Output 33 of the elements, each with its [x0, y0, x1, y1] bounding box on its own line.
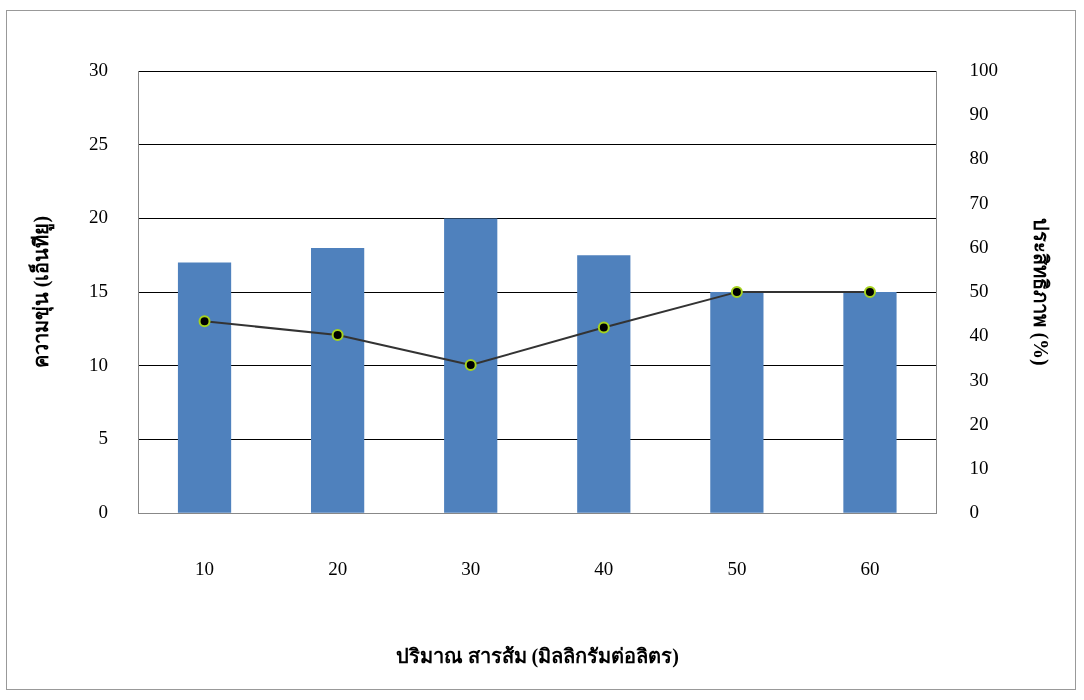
x-tick-label: 30 — [461, 557, 481, 579]
bar — [444, 218, 498, 513]
y2-tick-label: 10 — [969, 456, 989, 478]
y2-tick-label: 70 — [969, 191, 989, 213]
y2-tick-label: 20 — [969, 412, 989, 434]
y-tick-label: 0 — [98, 501, 108, 523]
x-tick-label: 40 — [594, 557, 614, 579]
y2-tick-label: 0 — [969, 501, 979, 523]
y2-axis-title: ประสิทธิภาพ (%) — [1028, 218, 1052, 366]
y2-tick-label: 50 — [969, 280, 989, 302]
y-tick-label: 15 — [89, 280, 108, 302]
y2-tick-label: 80 — [969, 147, 989, 169]
y-tick-label: 10 — [89, 353, 108, 375]
y-tick-label: 20 — [89, 206, 108, 228]
y2-tick-label: 90 — [969, 103, 989, 125]
y2-tick-label: 40 — [969, 324, 989, 346]
bar — [577, 255, 631, 513]
bar — [177, 262, 232, 513]
y-tick-label: 25 — [89, 132, 108, 154]
x-tick-label: 50 — [727, 557, 747, 579]
y2-tick-label: 60 — [969, 235, 989, 257]
x-tick-label: 20 — [328, 557, 348, 579]
bar — [311, 247, 365, 513]
y-tick-label: 5 — [98, 427, 108, 449]
bar — [710, 292, 764, 513]
y2-tick-label: 100 — [969, 58, 998, 80]
x-axis-title: ปริมาณ สารส้ม (มิลลิกรัมต่อลิตร) — [395, 645, 679, 669]
y-axis-title: ความขุ่น (เอ็นทียู) — [28, 215, 56, 369]
y2-tick-label: 30 — [969, 368, 989, 390]
y-tick-label: 30 — [89, 58, 108, 80]
x-tick-label: 10 — [195, 557, 215, 579]
bar — [843, 292, 897, 513]
x-tick-label: 60 — [860, 557, 880, 579]
